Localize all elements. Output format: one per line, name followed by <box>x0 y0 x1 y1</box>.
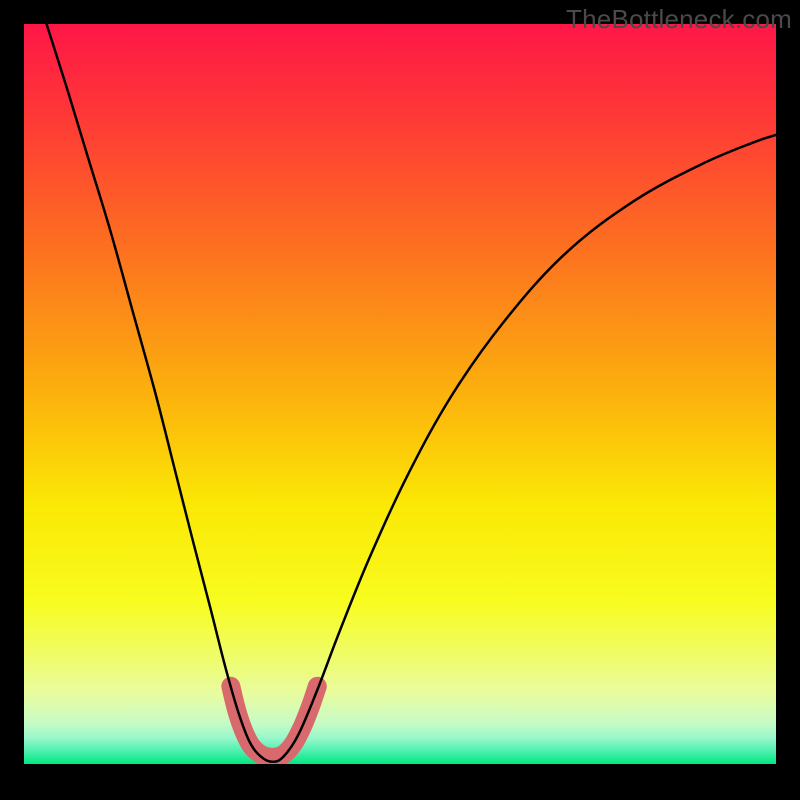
chart-frame: TheBottleneck.com <box>0 0 800 800</box>
plot-background <box>24 24 776 764</box>
watermark-text: TheBottleneck.com <box>566 4 792 35</box>
bottleneck-chart <box>0 0 800 800</box>
